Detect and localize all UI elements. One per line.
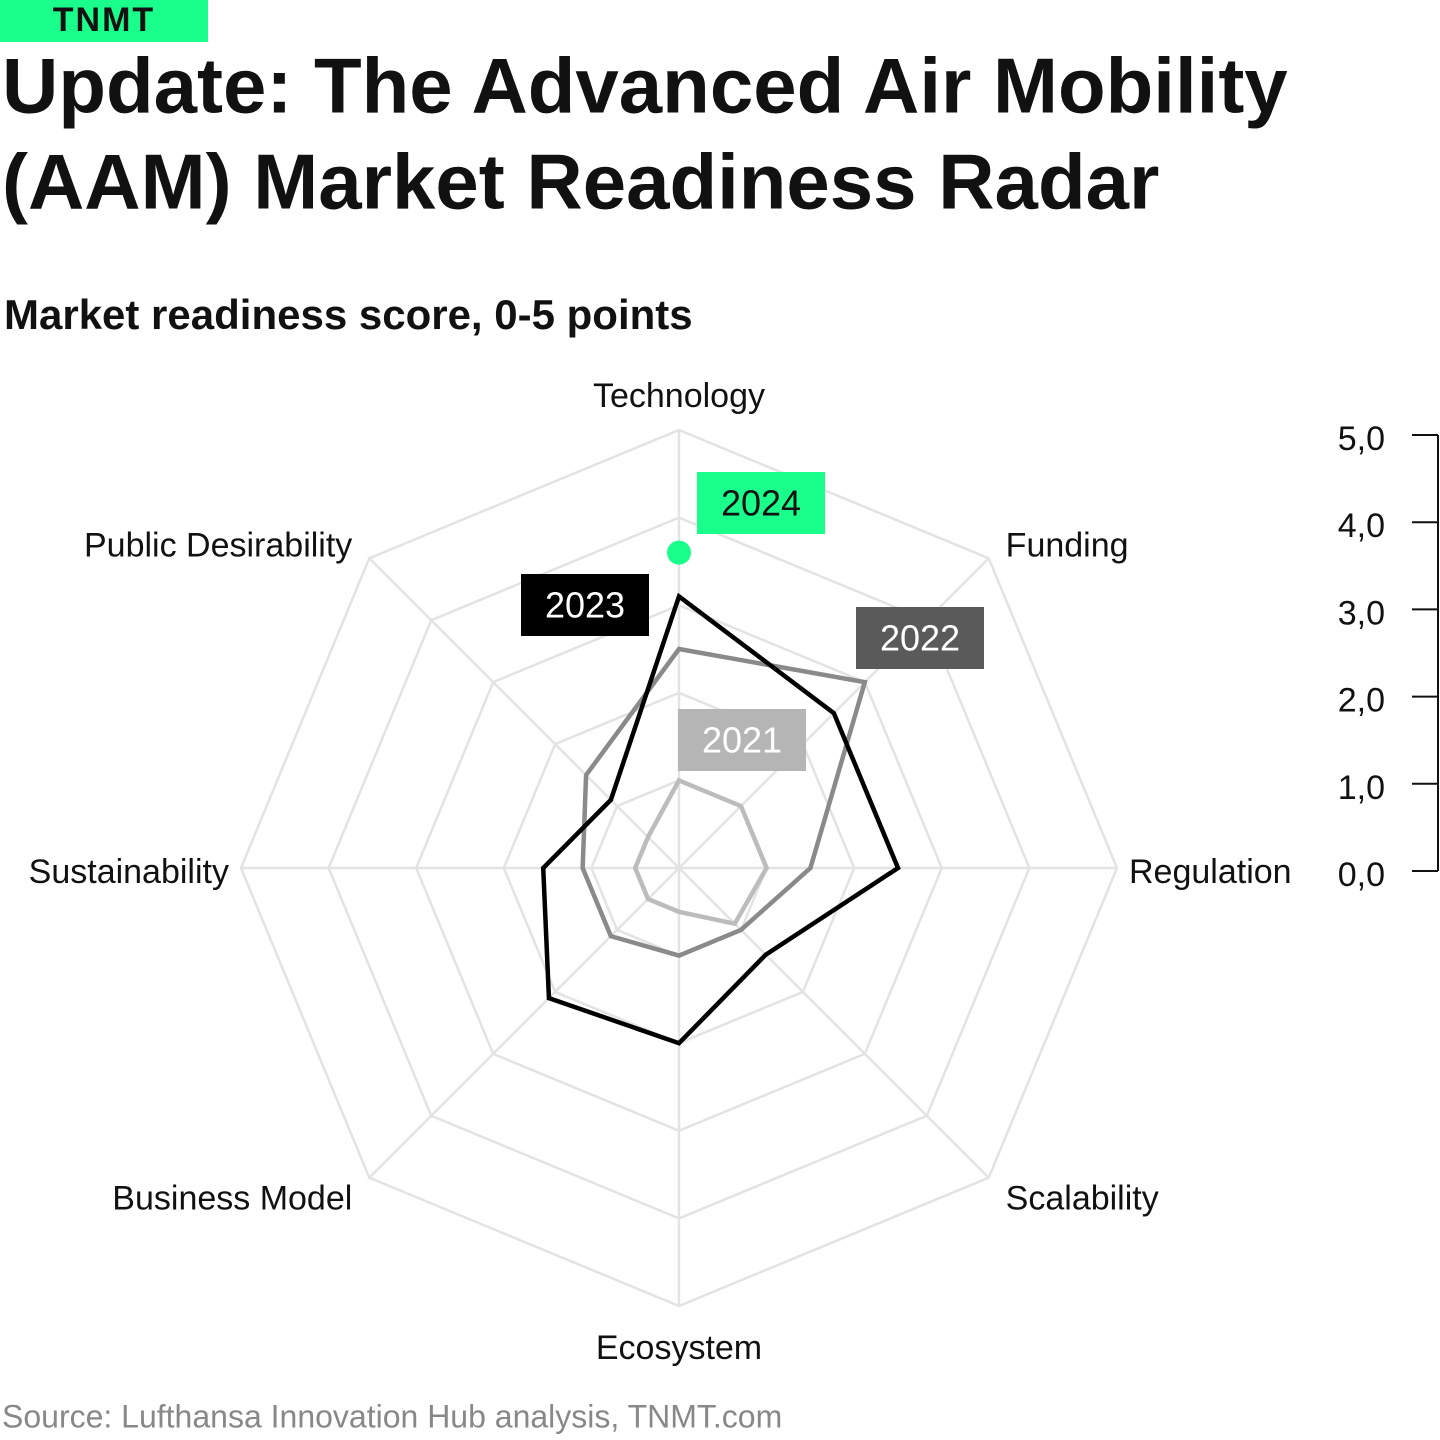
- scale-label: 2,0: [1338, 682, 1385, 720]
- axis-label: Public Desirability: [84, 526, 352, 564]
- brand-box: [0, 0, 208, 42]
- series-label: 2023: [545, 585, 625, 626]
- spoke: [368, 867, 680, 1179]
- series-line: [540, 592, 901, 1046]
- chart-subtitle: Market readiness score, 0-5 points: [4, 291, 693, 338]
- axis-label: Scalability: [1006, 1180, 1159, 1218]
- scale-label: 5,0: [1338, 420, 1385, 458]
- axis-label: Ecosystem: [596, 1329, 762, 1367]
- scale-label: 0,0: [1338, 856, 1385, 894]
- series-label: 2021: [702, 720, 782, 761]
- series-label-box: [521, 574, 649, 636]
- scale-label: 1,0: [1338, 769, 1385, 807]
- brand: TNMT: [53, 1, 155, 39]
- chart-title: (AAM) Market Readiness Radar: [2, 138, 1159, 226]
- spoke: [678, 867, 990, 1179]
- series-label: 2024: [721, 483, 801, 524]
- scale-label: 3,0: [1338, 594, 1385, 632]
- axis-label: Business Model: [112, 1180, 352, 1218]
- scale-label: 4,0: [1338, 507, 1385, 545]
- series-label-box: [697, 472, 825, 534]
- axis-label: Regulation: [1129, 853, 1292, 891]
- chart-title: Update: The Advanced Air Mobility: [2, 42, 1288, 130]
- source: Source: Lufthansa Innovation Hub analysi…: [2, 1398, 782, 1434]
- series-point: [667, 540, 691, 565]
- axis-label: Funding: [1006, 526, 1129, 564]
- series-label-box: [678, 709, 806, 771]
- axis-label: Sustainability: [29, 853, 229, 891]
- spoke: [368, 557, 680, 869]
- series-label-box: [856, 607, 984, 669]
- series-label: 2022: [880, 618, 960, 659]
- axis-label: Technology: [593, 377, 765, 415]
- series-line: [632, 777, 770, 927]
